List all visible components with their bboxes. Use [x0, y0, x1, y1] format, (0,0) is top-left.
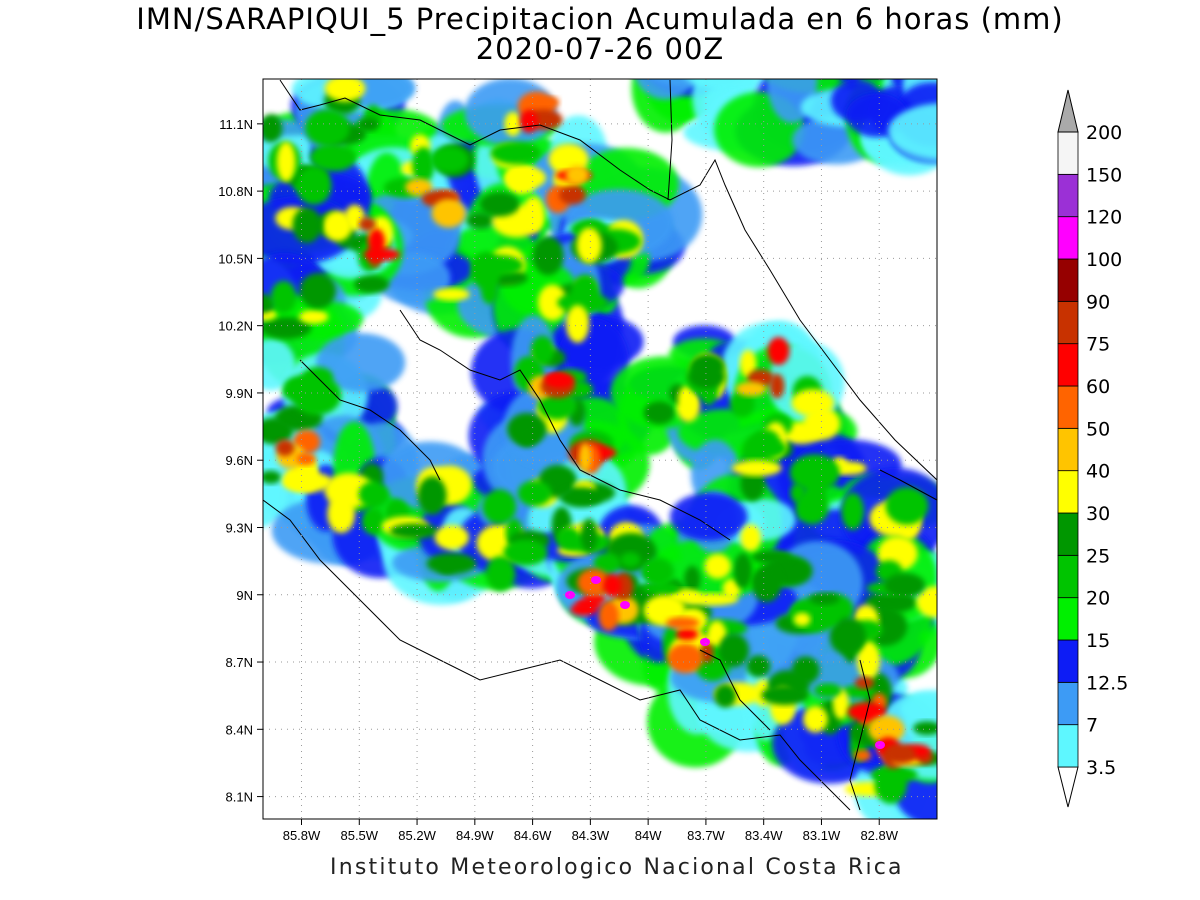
colorbar-label: 90: [1086, 291, 1110, 313]
colorbar-label: 7: [1086, 715, 1098, 737]
precipitation-field: [263, 79, 937, 819]
lat-tick-label: 8.7N: [226, 655, 253, 670]
colorbar-swatch: [1057, 470, 1079, 514]
colorbar-label: 3.5: [1086, 757, 1116, 779]
colorbar-label: 75: [1086, 334, 1110, 356]
longitude-axis: 85.8W 85.5W 85.2W 84.9W 84.6W 84.3W 84W 83.7W 83…: [283, 819, 899, 843]
map-frame: [262, 78, 938, 820]
chart-title: IMN/SARAPIQUI_5 Precipitacion Acumulada …: [136, 2, 1064, 36]
lon-tick-label: 85.2W: [398, 828, 436, 843]
lat-tick-label: 10.2N: [218, 319, 253, 334]
colorbar-label: 100: [1086, 249, 1122, 271]
colorbar-swatch: [1057, 724, 1079, 768]
lat-tick-label: 10.8N: [218, 184, 253, 199]
colorbar-lower-arrow: [1057, 766, 1079, 808]
lon-tick-label: 85.8W: [283, 828, 321, 843]
latitude-axis: 8.1N 8.4N 8.7N 9N 9.3N 9.6N 9.9N 10.2N 10.5N 10.8…: [218, 117, 263, 805]
lat-lon-grid: [263, 79, 937, 819]
colorbar-upper-arrow: [1057, 89, 1079, 133]
lat-tick-label: 11.1N: [219, 117, 253, 132]
lon-tick-label: 83.1W: [803, 828, 841, 843]
chart-datetime: 2020-07-26 00Z: [475, 32, 725, 66]
lat-tick-label: 8.1N: [226, 790, 253, 805]
lat-tick-label: 9.3N: [226, 520, 253, 535]
colorbar-label: 120: [1086, 207, 1122, 229]
colorbar-swatch: [1057, 554, 1079, 599]
colorbar-label: 50: [1086, 418, 1110, 440]
colorbar-swatch: [1057, 681, 1079, 726]
colorbar-swatch: [1057, 173, 1079, 218]
lat-tick-label: 9N: [236, 588, 253, 603]
colorbar-legend: 3.5 7 12.5 15 20 25 30 40 50 60 75 90 100 120 150 200: [1057, 89, 1128, 808]
colorbar-swatch: [1057, 258, 1079, 302]
colorbar-swatch: [1057, 216, 1079, 260]
colorbar-label: 12.5: [1086, 672, 1128, 694]
colorbar-swatch: [1057, 385, 1079, 429]
lat-tick-label: 8.4N: [226, 722, 253, 737]
colorbar-swatch: [1057, 300, 1079, 345]
lon-tick-label: 85.5W: [340, 828, 378, 843]
lon-tick-label: 84.9W: [456, 828, 494, 843]
colorbar-label: 25: [1086, 545, 1110, 567]
colorbar-label: 200: [1086, 122, 1122, 144]
colorbar-swatch: [1057, 512, 1079, 556]
colorbar-swatch: [1057, 639, 1079, 683]
colorbar-label: 20: [1086, 588, 1110, 610]
lat-tick-label: 9.6N: [226, 453, 253, 468]
colorbar-swatch: [1057, 343, 1079, 387]
colorbar-label: 30: [1086, 503, 1110, 525]
lat-tick-label: 9.9N: [226, 386, 253, 401]
lon-tick-label: 83.4W: [745, 828, 783, 843]
colorbar-swatch: [1057, 597, 1079, 641]
coastline: [263, 79, 937, 811]
colorbar-label: 60: [1086, 376, 1110, 398]
lon-tick-label: 84.3W: [572, 828, 610, 843]
colorbar-swatch: [1057, 131, 1079, 175]
colorbar-label: 15: [1086, 630, 1110, 652]
colorbar-label: 40: [1086, 461, 1110, 483]
lon-tick-label: 82.8W: [860, 828, 898, 843]
lon-tick-label: 84.6W: [514, 828, 552, 843]
colorbar-label: 150: [1086, 164, 1122, 186]
colorbar-swatch: [1057, 427, 1079, 472]
lat-tick-label: 10.5N: [218, 251, 253, 266]
footer-credit: Instituto Meteorologico Nacional Costa R…: [330, 855, 904, 880]
lon-tick-label: 83.7W: [687, 828, 725, 843]
lon-tick-label: 84W: [635, 828, 662, 843]
